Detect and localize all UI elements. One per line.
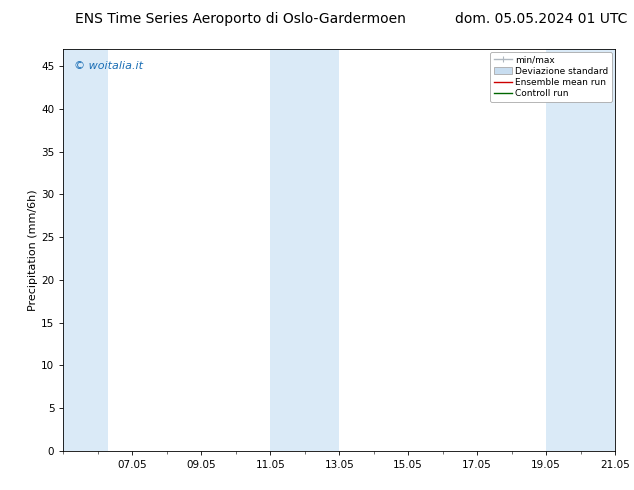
Text: © woitalia.it: © woitalia.it	[74, 61, 143, 71]
Legend: min/max, Deviazione standard, Ensemble mean run, Controll run: min/max, Deviazione standard, Ensemble m…	[490, 52, 612, 102]
Text: dom. 05.05.2024 01 UTC: dom. 05.05.2024 01 UTC	[455, 12, 628, 26]
Bar	[63, 49, 108, 451]
Bar	[546, 49, 622, 451]
Y-axis label: Precipitation (mm/6h): Precipitation (mm/6h)	[29, 189, 38, 311]
Bar	[270, 49, 339, 451]
Text: ENS Time Series Aeroporto di Oslo-Gardermoen: ENS Time Series Aeroporto di Oslo-Garder…	[75, 12, 406, 26]
